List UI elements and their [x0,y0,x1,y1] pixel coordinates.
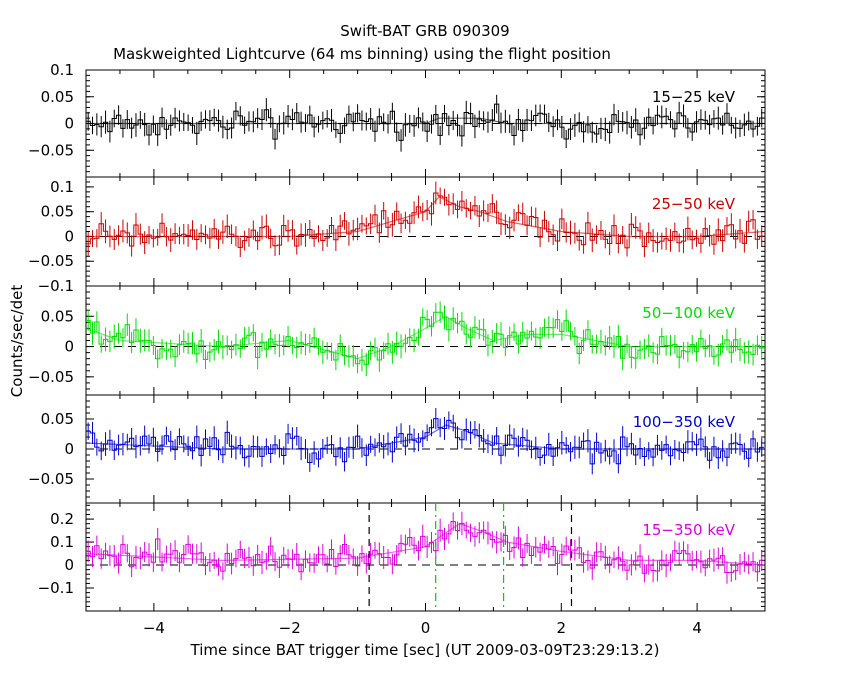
lightcurve-series [86,521,764,574]
panel-4: −0.1 0 0.1 0.2 15−350 keV −4 −2 0 2 4 [38,502,766,637]
chart-subtitle: Maskweighted Lightcurve (64 ms binning) … [113,45,611,63]
trend-line [85,315,765,360]
y-tick-label: 0.05 [41,307,74,325]
trend-line [85,523,766,566]
lightcurve-series [86,192,764,249]
trend-line [86,196,766,238]
x-axis-label: Time since BAT trigger time [sec] (UT 20… [190,641,660,659]
y-tick-label: −0.05 [28,368,74,386]
x-tick-label: 4 [692,619,702,637]
y-tick-label: 0.2 [50,510,74,528]
chart-title: Swift-BAT GRB 090309 [340,22,509,40]
trend-line [85,424,765,450]
y-tick-label: −0.05 [28,141,74,159]
y-tick-label: 0.1 [50,61,74,79]
panel-2: −0.05 0 0.05 50−100 keV [28,285,766,396]
y-tick-label: −0.1 [38,277,74,295]
y-axis-label: Counts/sec/det [8,285,26,398]
y-tick-label: 0.05 [41,88,74,106]
y-tick-label: −0.1 [38,579,74,597]
band-label: 100−350 keV [633,413,736,431]
panels-group: −0.05 0 0.05 0.1 15−25 keV −0.1 −0.05 0 0.05 0.1 2… [28,61,766,637]
y-tick-label: 0 [64,440,74,458]
y-tick-label: 0 [64,115,74,133]
y-tick-label: 0.1 [50,533,74,551]
band-label: 50−100 keV [642,304,735,322]
band-label: 15−350 keV [642,521,735,539]
y-tick-label: 0 [64,338,74,356]
panel-3: −0.05 0 0.05 100−350 keV [28,394,766,504]
panel-0: −0.05 0 0.05 0.1 15−25 keV [28,61,766,178]
panel-1: −0.1 −0.05 0 0.05 0.1 25−50 keV [28,176,766,295]
x-tick-label: −2 [279,619,301,637]
y-tick-label: 0.1 [50,178,74,196]
lightcurve-series [86,418,764,465]
trend-line [86,117,765,125]
y-tick-label: 0.05 [41,410,74,428]
x-tick-label: 0 [421,619,431,637]
x-tick-label: 2 [557,619,567,637]
panel-frame [85,502,766,612]
y-tick-label: −0.05 [28,470,74,488]
band-label: 25−50 keV [652,195,736,213]
y-tick-label: 0 [64,556,74,574]
y-tick-label: 0 [64,227,74,245]
y-tick-label: 0.05 [41,203,74,221]
band-label: 15−25 keV [652,88,736,106]
x-tick-label: −4 [143,619,165,637]
y-tick-label: −0.05 [28,252,74,270]
